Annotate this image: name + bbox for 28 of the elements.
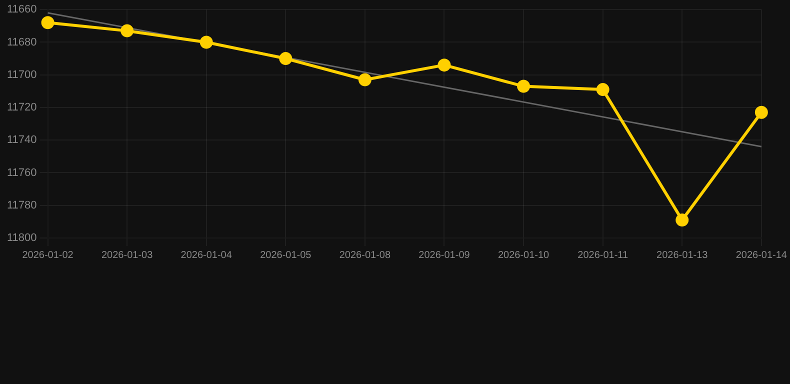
x-tick-label: 2026-01-05 <box>260 250 312 261</box>
y-tick-label: 11700 <box>6 68 37 81</box>
x-tick-label: 2026-01-04 <box>180 250 232 261</box>
x-tick-label: 2026-01-10 <box>498 250 550 261</box>
y-tick-label: 11740 <box>6 134 37 146</box>
y-tick-label: 11780 <box>6 199 37 212</box>
point <box>200 36 213 49</box>
point <box>754 106 768 119</box>
point <box>120 24 134 38</box>
x-tick-label: 2026-01-14 <box>736 250 788 261</box>
y-tick-label: 11660 <box>6 4 37 16</box>
point <box>41 16 54 30</box>
point <box>438 58 451 72</box>
y-tick-label: 11760 <box>6 166 37 179</box>
point <box>517 80 530 93</box>
x-tick-label: 2026-01-02 <box>22 250 74 261</box>
point <box>676 214 689 227</box>
x-tick-label: 2026-01-13 <box>656 250 708 261</box>
y-tick-label: 11800 <box>6 232 37 244</box>
point <box>358 73 372 86</box>
point <box>596 83 610 96</box>
point <box>279 52 292 66</box>
x-tick-label: 2026-01-11 <box>578 250 628 261</box>
y-tick-label: 11720 <box>6 102 37 114</box>
x-tick-label: 2026-01-03 <box>101 250 154 261</box>
x-tick-label: 2026-01-08 <box>339 250 391 261</box>
y-tick-label: 11680 <box>6 36 37 48</box>
x-tick-label: 2026-01-09 <box>418 250 470 261</box>
